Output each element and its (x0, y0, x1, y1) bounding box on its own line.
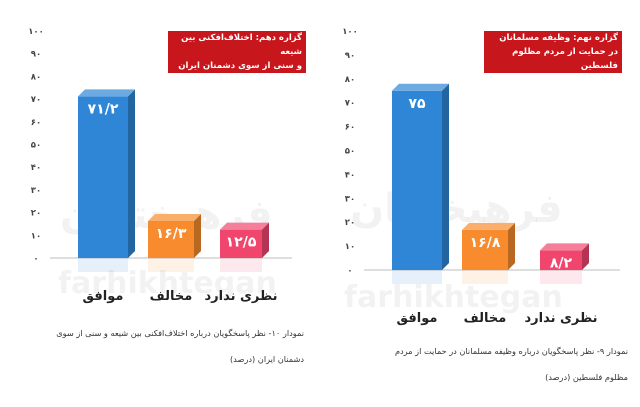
bar-top (392, 83, 449, 91)
bar-front (540, 250, 582, 270)
y-tick-label: ۸۰ (345, 75, 355, 85)
chart-panel-9: فرهیختگان farhikhtegan گزاره نهم: وظیفه … (320, 0, 640, 407)
bar-side (262, 222, 269, 258)
y-tick-label: ۴۰ (345, 170, 355, 180)
chart-caption-line: نمودار ۹- نظر پاسخگویان درباره وظیفه مسل… (394, 346, 628, 356)
chart-caption: نمودار ۹- نظر پاسخگویان درباره وظیفه مسل… (328, 338, 628, 390)
bar-reflection (148, 258, 194, 272)
y-tick-label: ۲۰ (345, 218, 355, 228)
bar-front (220, 229, 262, 258)
category-label: نظری ندارد (204, 289, 277, 304)
bar-reflection (540, 270, 582, 284)
bar-front (392, 90, 442, 270)
bar-value-label: ۱۶/۳ (156, 226, 187, 242)
bar (540, 243, 589, 284)
y-tick-label: ۷۰ (345, 99, 355, 109)
chart-title-box: گزاره نهم: وظیفه مسلمانان در حمایت از مر… (484, 31, 622, 73)
bar (392, 83, 449, 284)
bar-value-label: ۱۲/۵ (226, 235, 257, 251)
y-tick-label: ۶۰ (345, 123, 355, 133)
bar-side (128, 89, 135, 258)
y-tick-label: ۸۰ (31, 72, 41, 82)
bar-side (508, 222, 515, 270)
bar-side (194, 213, 201, 258)
bar-reflection (392, 270, 442, 284)
bar-top (220, 222, 269, 230)
bar-front (148, 220, 194, 258)
chart-title-line: گزاره نهم: وظیفه مسلمانان (499, 33, 618, 43)
y-tick-label: ۱۰۰ (342, 27, 358, 37)
chart-title-line: گزاره دهم: اختلاف‌افکنی بین شیعه (181, 33, 302, 57)
y-tick-label: ۱۰ (31, 231, 41, 241)
y-tick-label: ۳۰ (345, 194, 355, 204)
chart-title-line: و سنی از سوی دشمنان ایران (178, 61, 302, 71)
category-label: موافق (83, 289, 124, 304)
chart-caption-line: مظلوم فلسطین (درصد) (545, 372, 628, 382)
bar-front (78, 96, 128, 258)
bar-side (442, 83, 449, 270)
bar (78, 89, 135, 272)
bar-value-label: ۷۱/۲ (88, 101, 119, 117)
category-label: موافق (397, 311, 438, 326)
y-tick-label: ۹۰ (31, 50, 41, 60)
y-tick-label: ۲۰ (31, 209, 41, 219)
category-label: نظری ندارد (524, 311, 597, 326)
bar-value-label: ۸/۲ (550, 255, 573, 271)
bar-top (462, 222, 515, 230)
bar-front (462, 229, 508, 270)
bar (148, 213, 201, 272)
y-tick-label: ۳۰ (31, 186, 41, 196)
chart-title-box: گزاره دهم: اختلاف‌افکنی بین شیعه و سنی ا… (168, 31, 306, 73)
y-tick-label: ۵۰ (345, 147, 355, 157)
y-tick-label: ۱۰۰ (28, 27, 44, 37)
bar (462, 222, 515, 284)
bar-chart-9: ۰ ۱۰ ۲۰ ۳۰ ۴۰ ۵۰ ۶۰ ۷۰ ۸۰ ۹۰ ۱۰۰ ۷۵ موافق ۱۶/۸ مخالف ۸/… (342, 27, 620, 326)
bar-reflection (220, 258, 262, 272)
bar-chart-10: ۰ ۱۰ ۲۰ ۳۰ ۴۰ ۵۰ ۶۰ ۷۰ ۸۰ ۹۰ ۱۰۰ ۷۱/۲ موافق ۱۶/۳ مخالف… (28, 27, 292, 304)
y-tick-label: ۱۰ (345, 242, 355, 252)
chart-caption: نمودار ۱۰- نظر پاسخگویان درباره اختلاف‌ا… (14, 320, 304, 372)
chart-caption-line: دشمنان ایران (درصد) (229, 354, 304, 364)
bar-top (540, 243, 589, 251)
bar-top (148, 213, 201, 221)
chart-panel-10: فرهیختگان farhikhtegan گزاره دهم: اختلاف… (14, 27, 306, 372)
category-label: مخالف (150, 289, 193, 304)
bar-value-label: ۷۵ (408, 96, 426, 112)
category-label: مخالف (464, 311, 507, 326)
y-tick-label: ۰ (347, 266, 352, 276)
y-tick-label: ۹۰ (345, 51, 355, 61)
bar-value-label: ۱۶/۸ (470, 235, 501, 251)
bar-side (582, 243, 589, 270)
bar (220, 222, 269, 272)
y-tick-label: ۰ (33, 254, 38, 264)
bar-reflection (78, 258, 128, 272)
chart-title-line: در حمایت از مردم مظلوم فلسطین (512, 47, 618, 71)
bar-reflection (462, 270, 508, 284)
bar-top (78, 89, 135, 97)
y-tick-label: ۴۰ (31, 163, 41, 173)
y-tick-label: ۷۰ (31, 95, 41, 105)
y-tick-label: ۶۰ (31, 118, 41, 128)
y-tick-label: ۵۰ (31, 141, 41, 151)
chart-caption-line: نمودار ۱۰- نظر پاسخگویان درباره اختلاف‌ا… (56, 328, 304, 338)
